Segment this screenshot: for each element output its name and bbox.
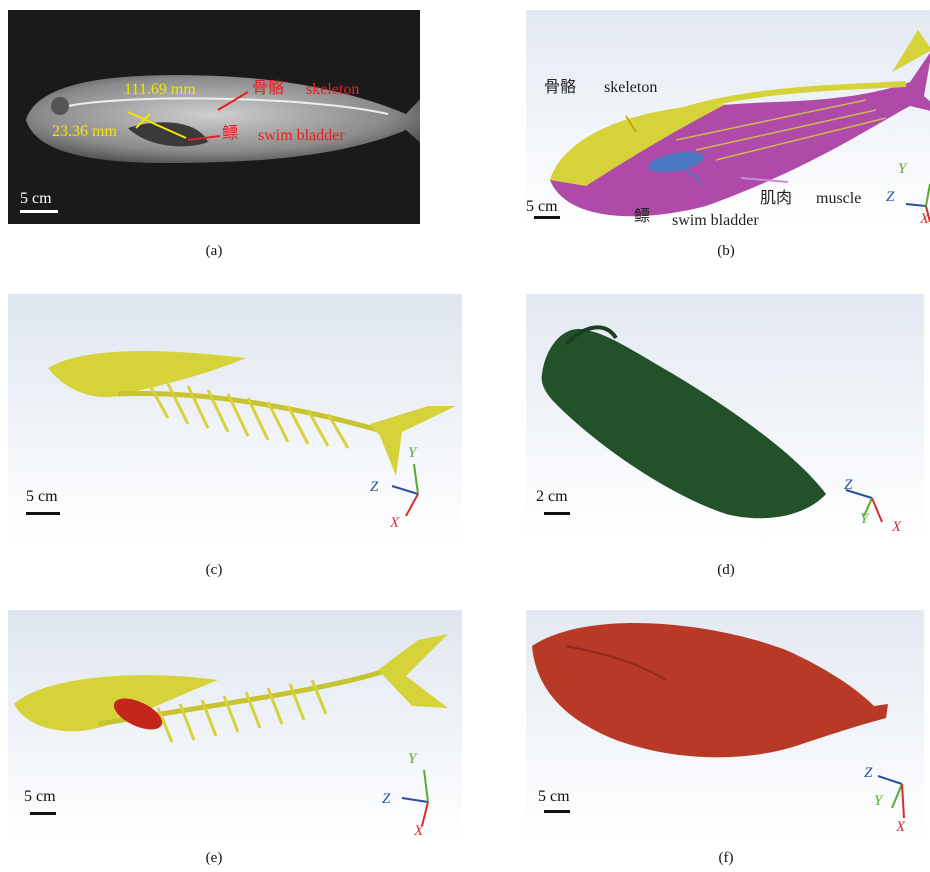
scale-bar	[26, 512, 60, 515]
scale-bar	[30, 812, 56, 815]
length-label-2: 23.36 mm	[52, 123, 117, 140]
muscle-label-cn: 肌肉	[760, 190, 793, 207]
scale-bar-label: 5 cm	[526, 198, 558, 215]
axis-x-label: X	[920, 211, 930, 227]
scale-bar	[20, 210, 58, 213]
bladder-label-cn: 鳔	[634, 208, 651, 225]
skeleton-label-en: skeleton	[306, 81, 360, 98]
skeleton-model	[48, 350, 456, 517]
composite-bladder-shape	[648, 151, 704, 173]
xray-fish-image	[26, 75, 420, 164]
length-label-1: 111.69 mm	[124, 81, 196, 98]
length-line-1	[127, 111, 187, 139]
caption-f: (f)	[718, 850, 734, 866]
panel-b-composite: 骨骼 skeleton 肌肉 muscle 鳔 swim bladder 5 c…	[526, 10, 930, 228]
bladder-shape	[113, 698, 163, 730]
axis-y-label: Y	[408, 751, 417, 767]
axis-z-label: Z	[844, 477, 853, 493]
panel-c-skeleton: 5 cm Y Z X	[8, 294, 462, 542]
composite-fish-model	[550, 30, 930, 223]
scale-bar	[544, 512, 570, 515]
axis-x-label: X	[892, 519, 902, 535]
scale-bar-label: 5 cm	[26, 488, 58, 505]
muscle-label-en: muscle	[816, 190, 862, 207]
axis-y-label: Y	[898, 161, 907, 177]
panel-e-skeleton-bladder: 5 cm Y Z X	[8, 610, 462, 842]
axis-z-label: Z	[370, 479, 379, 495]
axis-y-label: Y	[408, 445, 417, 461]
caption-a: (a)	[205, 243, 223, 259]
panel-a-xray: 111.69 mm 23.36 mm 骨骼 skeleton 鳔 swim bl…	[8, 10, 420, 224]
axis-y-label: Y	[860, 511, 869, 527]
axis-x-label: X	[414, 823, 424, 839]
scale-bar	[534, 216, 560, 219]
caption-c: (c)	[205, 562, 223, 578]
axis-x-label: X	[896, 819, 906, 835]
bladder-label-en: swim bladder	[672, 212, 759, 228]
axis-z-label: Z	[864, 765, 873, 781]
panel-d-swim-bladder: 2 cm Z Y X	[526, 294, 924, 542]
panel-f-whole-body: 5 cm Z Y X	[526, 610, 924, 842]
skeleton-label-cn: 骨骼	[252, 80, 285, 97]
scale-bar-label: 5 cm	[24, 788, 56, 805]
caption-e: (e)	[205, 850, 223, 866]
scale-bar-label: 5 cm	[20, 190, 52, 207]
scale-bar-label: 5 cm	[538, 788, 570, 805]
scale-bar	[544, 810, 570, 813]
whole-body-model	[532, 622, 905, 819]
length-line-2	[135, 113, 151, 129]
caption-b: (b)	[717, 243, 735, 259]
bladder-label-cn: 鳔	[222, 125, 239, 142]
skeleton-label-cn: 骨骼	[544, 79, 577, 96]
xray-bladder-shape	[128, 122, 208, 147]
skeleton-label-en: skeleton	[604, 79, 658, 96]
bladder-label-en: swim bladder	[258, 127, 345, 144]
axis-y-label: Y	[874, 793, 883, 809]
axis-z-label: Z	[382, 791, 391, 807]
swim-bladder-model	[541, 325, 883, 523]
axis-x-label: X	[390, 515, 400, 531]
caption-d: (d)	[717, 562, 735, 578]
skeleton-bladder-model	[14, 634, 448, 827]
scale-bar-label: 2 cm	[536, 488, 568, 505]
axis-z-label: Z	[886, 189, 895, 205]
